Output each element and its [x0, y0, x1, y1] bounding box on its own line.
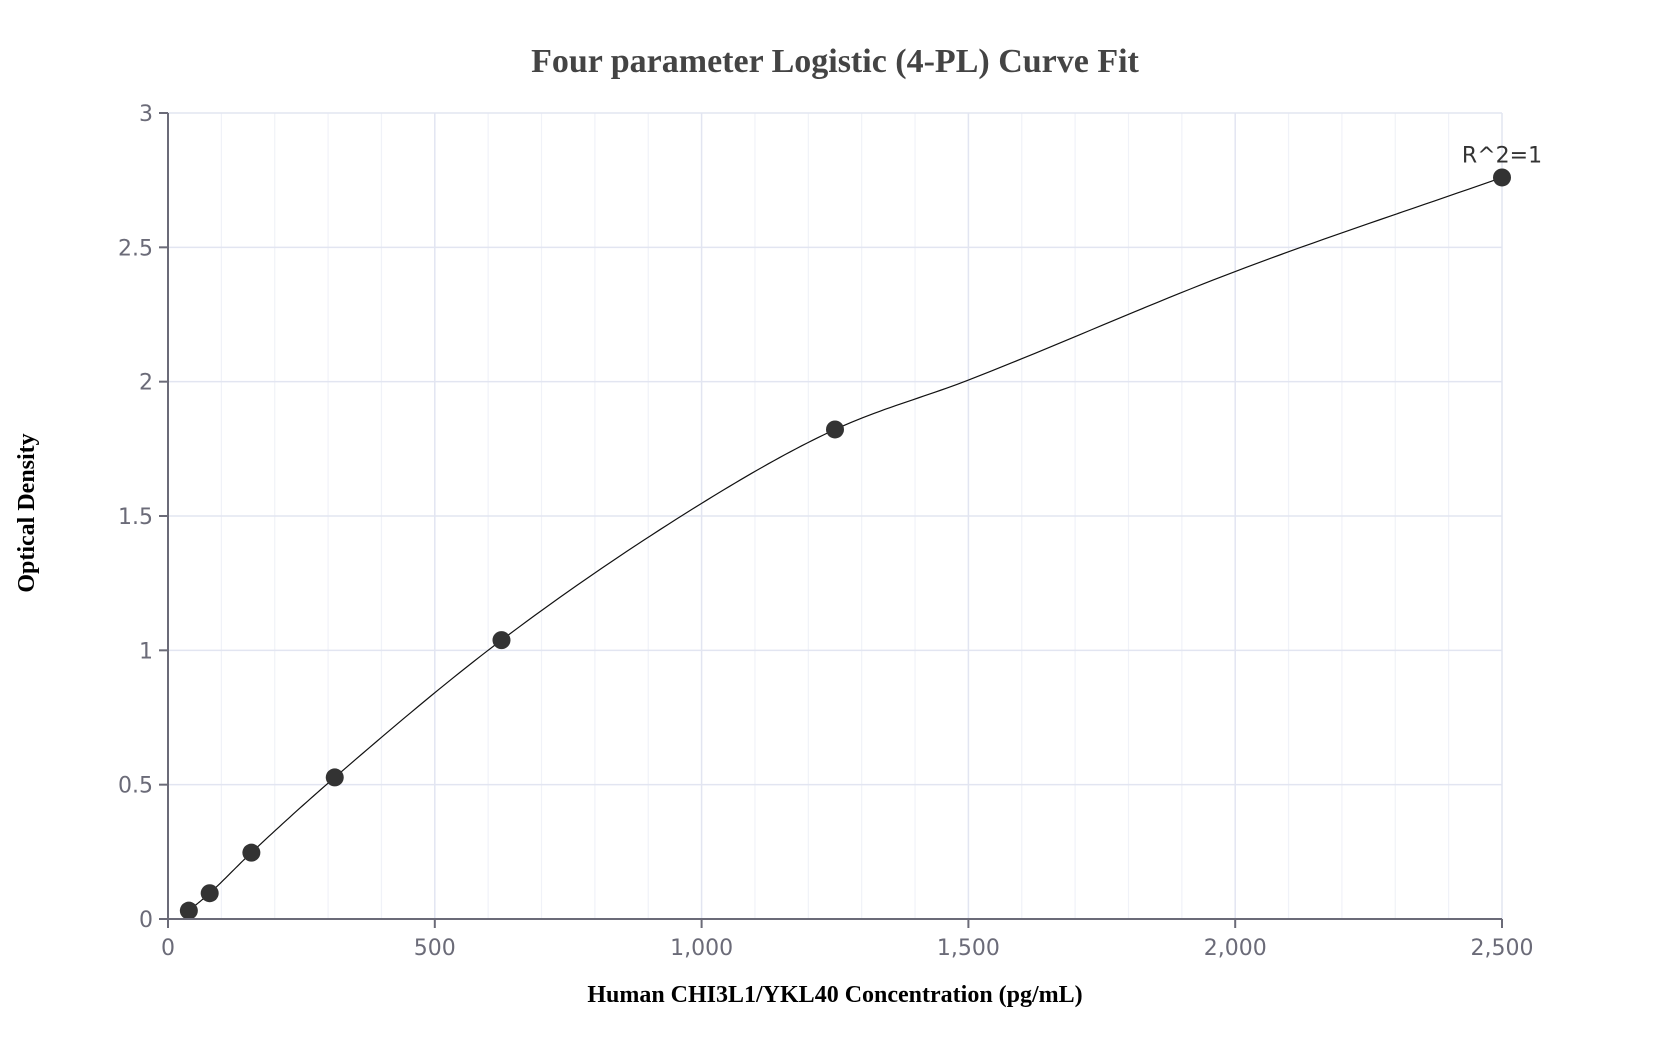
y-tick-label: 1	[139, 639, 153, 664]
data-points	[179, 168, 1511, 920]
r-squared-annotation: R^2=1	[1462, 143, 1542, 168]
y-tick-label: 0	[139, 908, 153, 933]
data-point[interactable]	[826, 420, 844, 439]
data-point[interactable]	[200, 884, 219, 903]
y-tick-label: 1.5	[118, 505, 153, 530]
data-point[interactable]	[492, 631, 511, 650]
x-tick-label: 1,000	[670, 936, 733, 961]
x-tick-label: 2,500	[1471, 936, 1534, 961]
x-axis-ticks: 0 500 1,000 1,500 2,000 2,500	[161, 919, 1533, 961]
annotations: R^2=1	[1462, 143, 1542, 168]
data-point[interactable]	[242, 843, 261, 862]
y-axis-ticks: 0 0.5 1 1.5 2 2.5 3	[118, 102, 168, 933]
x-tick-label: 2,000	[1204, 936, 1267, 961]
fit-curve-line	[188, 176, 1503, 912]
y-axis-title: Optical Density	[14, 433, 40, 592]
x-tick-label: 500	[414, 936, 456, 961]
y-tick-label: 3	[139, 102, 153, 127]
major-gridlines	[168, 112, 1503, 919]
data-point[interactable]	[325, 768, 344, 787]
y-tick-label: 0.5	[118, 774, 153, 799]
x-axis-title: Human CHI3L1/YKL40 Concentration (pg/mL)	[587, 982, 1082, 1008]
chart-title: Four parameter Logistic (4-PL) Curve Fit	[531, 43, 1139, 80]
x-tick-label: 0	[161, 936, 175, 961]
fit-curve	[188, 176, 1503, 912]
x-tick-label: 1,500	[937, 936, 1000, 961]
data-point[interactable]	[1493, 168, 1511, 187]
data-point[interactable]	[179, 901, 198, 920]
y-tick-label: 2	[139, 371, 153, 396]
y-tick-label: 2.5	[118, 236, 153, 261]
